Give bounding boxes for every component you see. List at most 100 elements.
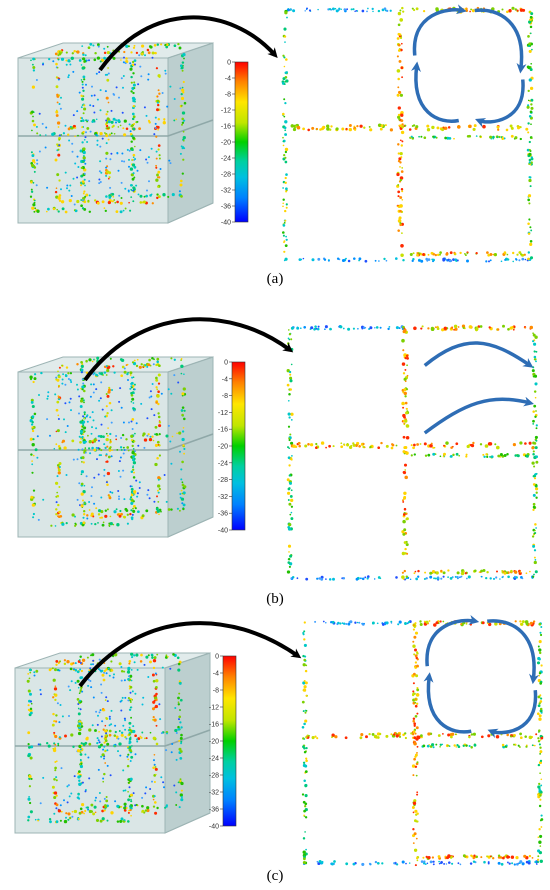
velocity-dot bbox=[58, 510, 61, 514]
velocity-dot bbox=[532, 332, 534, 335]
velocity-dot bbox=[78, 722, 82, 726]
velocity-dot bbox=[540, 778, 543, 781]
velocity-dot bbox=[58, 398, 61, 401]
velocity-dot bbox=[32, 57, 36, 61]
velocity-dot bbox=[158, 75, 161, 78]
velocity-dot bbox=[50, 668, 53, 670]
velocity-dot bbox=[335, 127, 339, 131]
velocity-dot bbox=[105, 195, 108, 198]
velocity-dot bbox=[82, 516, 85, 519]
velocity-dot bbox=[136, 169, 139, 172]
velocity-dot bbox=[142, 434, 145, 437]
velocity-dot bbox=[436, 126, 440, 130]
velocity-dot bbox=[151, 56, 154, 59]
velocity-dot bbox=[486, 455, 489, 458]
velocity-dot bbox=[92, 391, 95, 394]
velocity-dot bbox=[97, 768, 100, 771]
velocity-dot bbox=[76, 670, 80, 674]
velocity-dot bbox=[130, 716, 133, 719]
velocity-dot bbox=[79, 184, 83, 187]
velocity-dot bbox=[182, 135, 186, 140]
velocity-dot bbox=[33, 210, 36, 213]
velocity-dot bbox=[89, 452, 92, 455]
velocity-dot bbox=[115, 735, 119, 739]
velocity-dot bbox=[64, 402, 67, 405]
velocity-dot bbox=[432, 863, 435, 866]
velocity-dot bbox=[534, 529, 536, 532]
velocity-dot bbox=[450, 855, 453, 859]
velocity-dot bbox=[403, 463, 408, 467]
velocity-dot bbox=[133, 392, 135, 394]
velocity-dot bbox=[100, 683, 103, 686]
velocity-dot bbox=[403, 328, 407, 333]
velocity-dot bbox=[289, 554, 293, 558]
velocity-dot bbox=[151, 707, 156, 711]
velocity-dot bbox=[466, 444, 470, 449]
velocity-dot bbox=[77, 686, 80, 689]
velocity-dot bbox=[540, 736, 544, 740]
velocity-dot bbox=[129, 691, 132, 694]
velocity-dot bbox=[65, 63, 68, 66]
velocity-dot bbox=[529, 15, 533, 19]
velocity-dot bbox=[510, 855, 515, 859]
velocity-dot bbox=[427, 732, 431, 736]
velocity-dot bbox=[537, 785, 541, 789]
velocity-dot bbox=[405, 862, 407, 865]
velocity-dot bbox=[120, 437, 123, 439]
velocity-dot bbox=[492, 135, 495, 139]
velocity-dot bbox=[397, 115, 401, 119]
velocity-dot bbox=[111, 449, 113, 452]
velocity-dot bbox=[115, 210, 119, 214]
velocity-dot bbox=[88, 440, 92, 444]
velocity-dot bbox=[469, 862, 473, 865]
velocity-dot bbox=[153, 763, 156, 766]
velocity-dot bbox=[118, 96, 120, 99]
velocity-dot bbox=[107, 667, 110, 670]
velocity-dot bbox=[131, 397, 135, 401]
velocity-dot bbox=[95, 507, 98, 510]
velocity-dot bbox=[287, 425, 291, 428]
velocity-dot bbox=[67, 127, 71, 131]
tank-side bbox=[164, 652, 211, 834]
velocity-dot bbox=[80, 364, 84, 369]
velocity-dot bbox=[443, 444, 445, 447]
velocity-dot bbox=[489, 253, 493, 256]
velocity-dot bbox=[104, 73, 107, 76]
velocity-dot bbox=[42, 63, 44, 66]
velocity-dot bbox=[141, 796, 144, 799]
velocity-dot bbox=[513, 863, 516, 866]
velocity-dot bbox=[290, 326, 294, 330]
panel-a-figure: 0-4-8-12-16-20-24-28-32-36-40 bbox=[17, 4, 534, 263]
velocity-dot bbox=[472, 441, 475, 445]
velocity-dot bbox=[412, 624, 415, 627]
velocity-dot bbox=[84, 809, 87, 813]
velocity-dot bbox=[31, 110, 34, 114]
velocity-dot bbox=[127, 189, 130, 192]
velocity-dot bbox=[286, 478, 290, 482]
velocity-dot bbox=[397, 86, 400, 89]
velocity-dot bbox=[157, 491, 160, 494]
velocity-dot bbox=[432, 860, 435, 863]
velocity-dot bbox=[119, 446, 123, 449]
velocity-dot bbox=[55, 820, 59, 824]
velocity-dot bbox=[398, 118, 401, 121]
velocity-dot bbox=[418, 252, 421, 255]
velocity-dot bbox=[284, 101, 287, 105]
velocity-dot bbox=[27, 754, 31, 758]
velocity-dot bbox=[465, 744, 468, 747]
velocity-dot bbox=[183, 57, 185, 60]
velocity-dot bbox=[133, 457, 136, 460]
velocity-dot bbox=[519, 8, 524, 12]
velocity-dot bbox=[453, 744, 456, 747]
velocity-dot bbox=[512, 328, 515, 331]
velocity-dot bbox=[179, 779, 182, 783]
velocity-dot bbox=[504, 258, 507, 261]
velocity-dot bbox=[443, 862, 446, 865]
velocity-dot bbox=[529, 256, 534, 260]
velocity-dot bbox=[106, 460, 109, 463]
velocity-dot bbox=[101, 200, 105, 204]
velocity-dot bbox=[51, 723, 55, 727]
velocity-dot bbox=[538, 674, 540, 677]
velocity-dot bbox=[145, 655, 149, 659]
velocity-dot bbox=[495, 576, 498, 579]
